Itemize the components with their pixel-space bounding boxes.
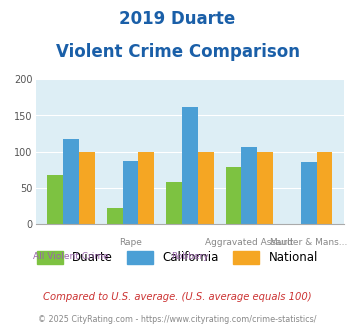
Bar	[166, 182, 182, 224]
Legend: Duarte, California, National: Duarte, California, National	[37, 251, 318, 264]
Text: Compared to U.S. average. (U.S. average equals 100): Compared to U.S. average. (U.S. average …	[43, 292, 312, 302]
Bar	[257, 152, 273, 224]
Bar	[79, 152, 95, 224]
Bar	[122, 161, 138, 224]
Text: Robbery: Robbery	[171, 252, 209, 261]
Bar	[198, 152, 214, 224]
Bar	[225, 167, 241, 224]
Bar	[241, 147, 257, 224]
Bar	[182, 107, 198, 224]
Text: Aggravated Assault: Aggravated Assault	[205, 238, 294, 247]
Text: Murder & Mans...: Murder & Mans...	[270, 238, 348, 247]
Bar	[301, 162, 317, 224]
Text: All Violent Crime: All Violent Crime	[33, 252, 109, 261]
Bar	[63, 140, 79, 224]
Text: © 2025 CityRating.com - https://www.cityrating.com/crime-statistics/: © 2025 CityRating.com - https://www.city…	[38, 315, 317, 324]
Text: 2019 Duarte: 2019 Duarte	[119, 10, 236, 28]
Bar	[138, 152, 154, 224]
Text: Violent Crime Comparison: Violent Crime Comparison	[55, 43, 300, 61]
Text: Rape: Rape	[119, 238, 142, 247]
Bar	[317, 152, 333, 224]
Bar	[107, 208, 122, 224]
Bar	[47, 175, 63, 224]
